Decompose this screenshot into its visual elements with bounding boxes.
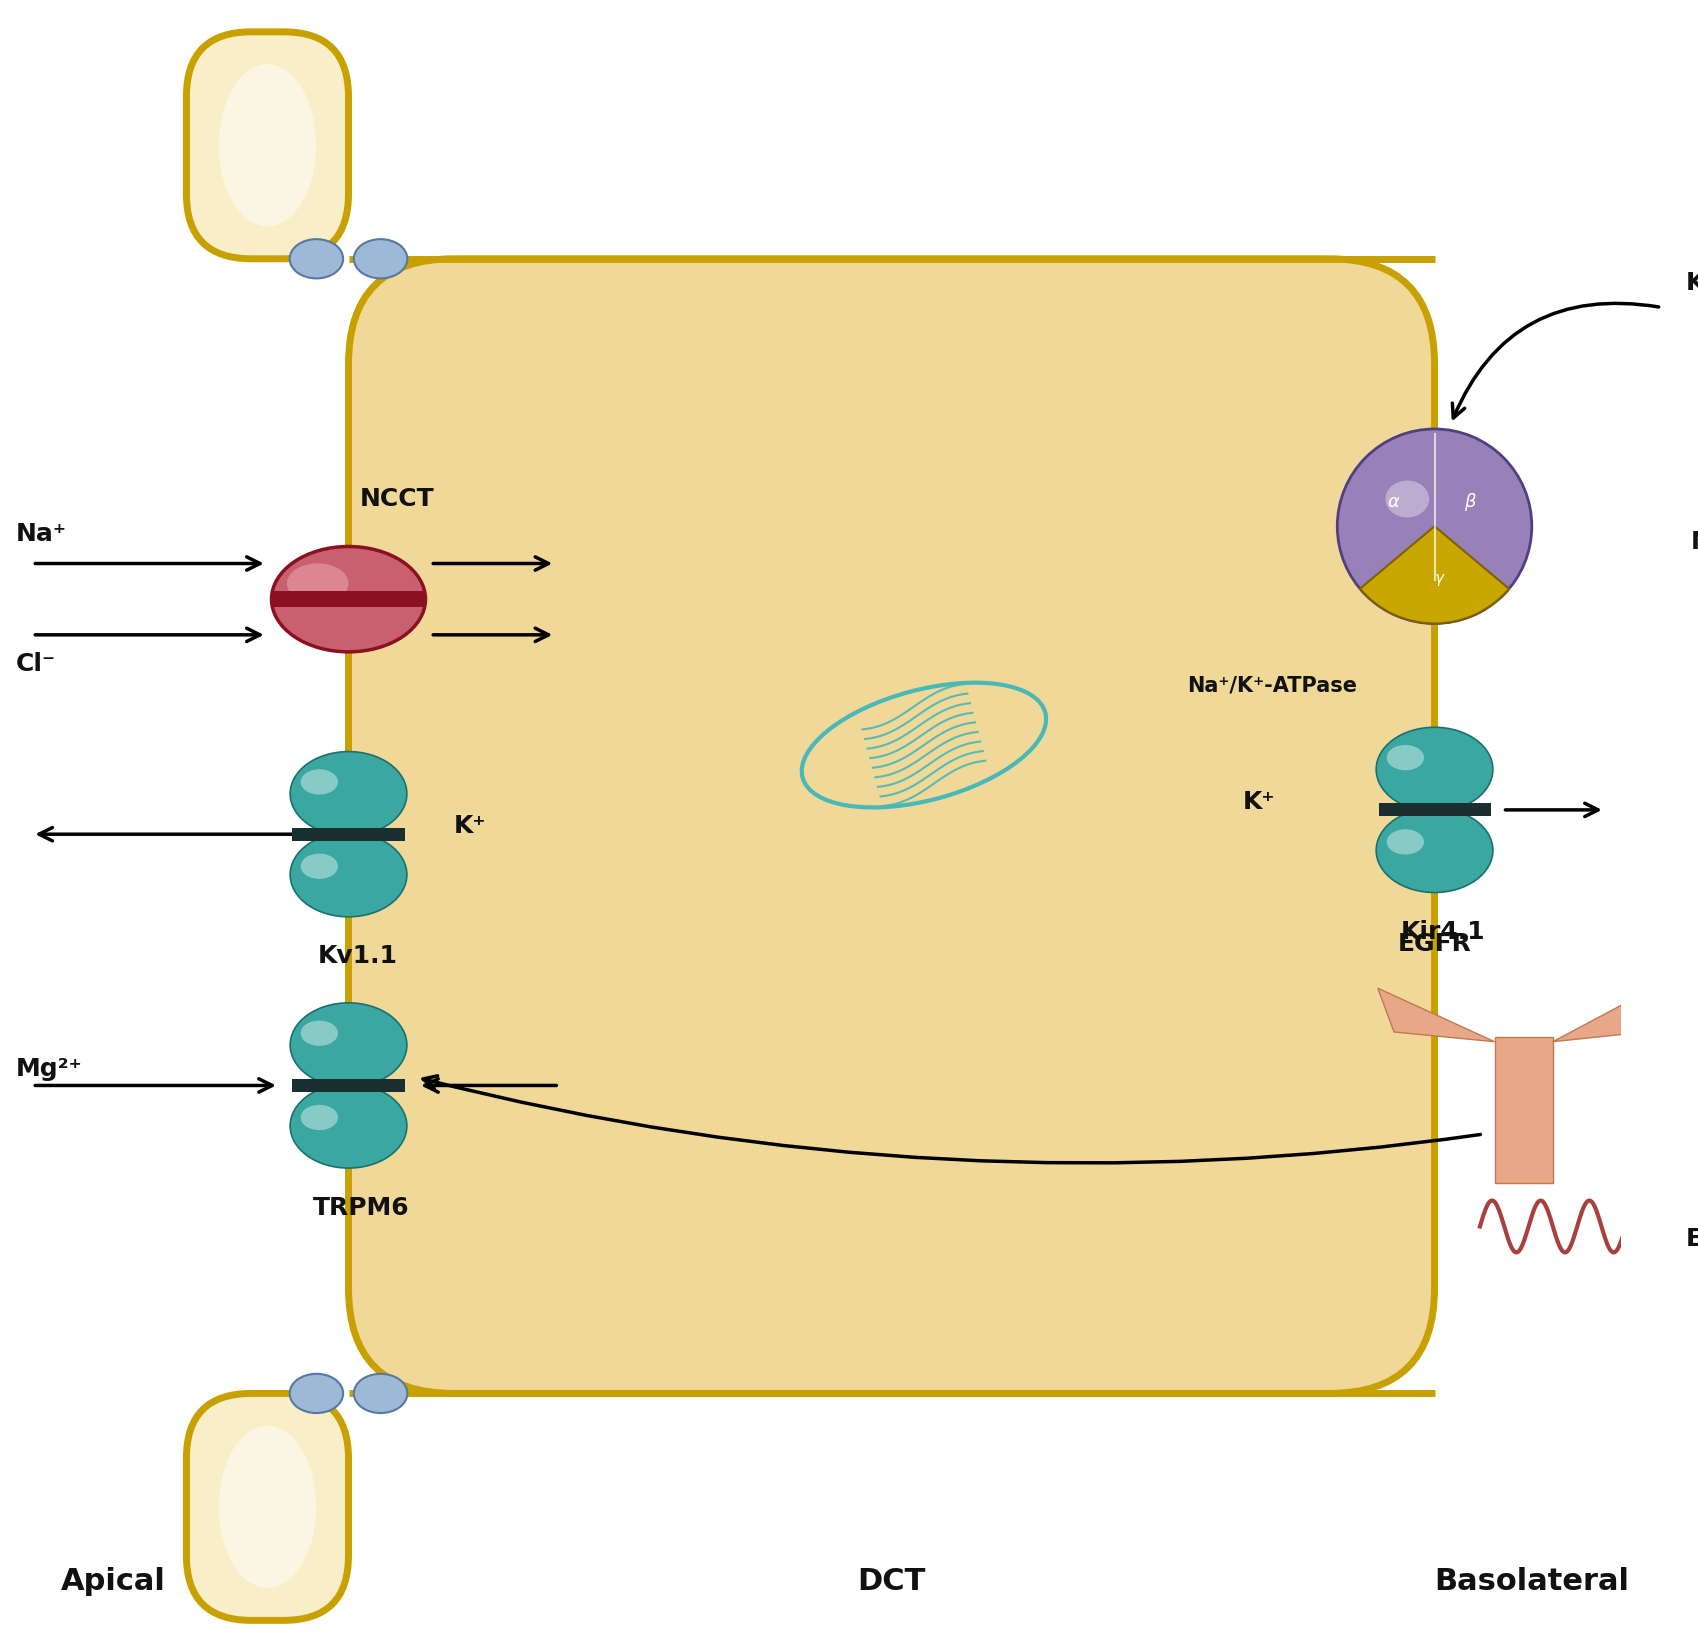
- Text: $\alpha$: $\alpha$: [1387, 492, 1401, 510]
- FancyArrowPatch shape: [423, 1076, 1481, 1163]
- Bar: [1494, 1037, 1554, 1183]
- Text: K⁺: K⁺: [453, 815, 486, 838]
- Ellipse shape: [219, 64, 316, 226]
- Text: Kir4.1: Kir4.1: [1401, 919, 1486, 944]
- Ellipse shape: [290, 751, 408, 836]
- Polygon shape: [1377, 988, 1494, 1042]
- Bar: [1379, 803, 1491, 816]
- Text: Na⁺: Na⁺: [17, 522, 68, 546]
- Ellipse shape: [353, 239, 408, 278]
- Text: EGFR: EGFR: [1397, 933, 1472, 955]
- Polygon shape: [1628, 1201, 1678, 1253]
- Ellipse shape: [290, 1003, 408, 1088]
- Ellipse shape: [290, 1083, 408, 1168]
- Text: $\beta$: $\beta$: [1464, 491, 1477, 514]
- Polygon shape: [1554, 988, 1654, 1042]
- Ellipse shape: [290, 1374, 343, 1414]
- Ellipse shape: [353, 1374, 408, 1414]
- Bar: [292, 828, 404, 841]
- Ellipse shape: [1375, 728, 1493, 811]
- Ellipse shape: [1386, 481, 1430, 517]
- Text: DCT: DCT: [857, 1567, 925, 1597]
- Text: K⁺: K⁺: [1686, 272, 1698, 294]
- Ellipse shape: [272, 546, 426, 651]
- FancyBboxPatch shape: [187, 31, 348, 258]
- Text: Mg²⁺: Mg²⁺: [17, 1057, 83, 1081]
- Bar: [272, 591, 426, 607]
- Ellipse shape: [290, 239, 343, 278]
- Ellipse shape: [1387, 829, 1425, 854]
- Ellipse shape: [287, 563, 348, 604]
- Ellipse shape: [301, 1021, 338, 1045]
- Text: Apical: Apical: [61, 1567, 166, 1597]
- Bar: [292, 1080, 404, 1091]
- Text: Kv1.1: Kv1.1: [318, 944, 399, 969]
- Ellipse shape: [290, 833, 408, 916]
- FancyBboxPatch shape: [348, 258, 1435, 1394]
- Ellipse shape: [301, 1104, 338, 1130]
- Ellipse shape: [301, 854, 338, 879]
- Text: Basolateral: Basolateral: [1435, 1567, 1630, 1597]
- Wedge shape: [1360, 527, 1510, 623]
- Ellipse shape: [219, 1427, 316, 1589]
- FancyBboxPatch shape: [187, 1394, 348, 1620]
- Text: $\gamma$: $\gamma$: [1433, 571, 1445, 587]
- Ellipse shape: [301, 769, 338, 795]
- Ellipse shape: [1387, 744, 1425, 771]
- Text: NCCT: NCCT: [360, 488, 435, 510]
- Text: Cl⁻: Cl⁻: [17, 653, 56, 676]
- Text: EGF: EGF: [1686, 1227, 1698, 1252]
- Text: K⁺: K⁺: [1243, 790, 1275, 813]
- Circle shape: [1338, 429, 1532, 623]
- Text: Na⁺: Na⁺: [1691, 530, 1698, 555]
- Text: TRPM6: TRPM6: [312, 1196, 409, 1220]
- Text: Na⁺/K⁺-ATPase: Na⁺/K⁺-ATPase: [1187, 676, 1357, 695]
- Ellipse shape: [1375, 808, 1493, 893]
